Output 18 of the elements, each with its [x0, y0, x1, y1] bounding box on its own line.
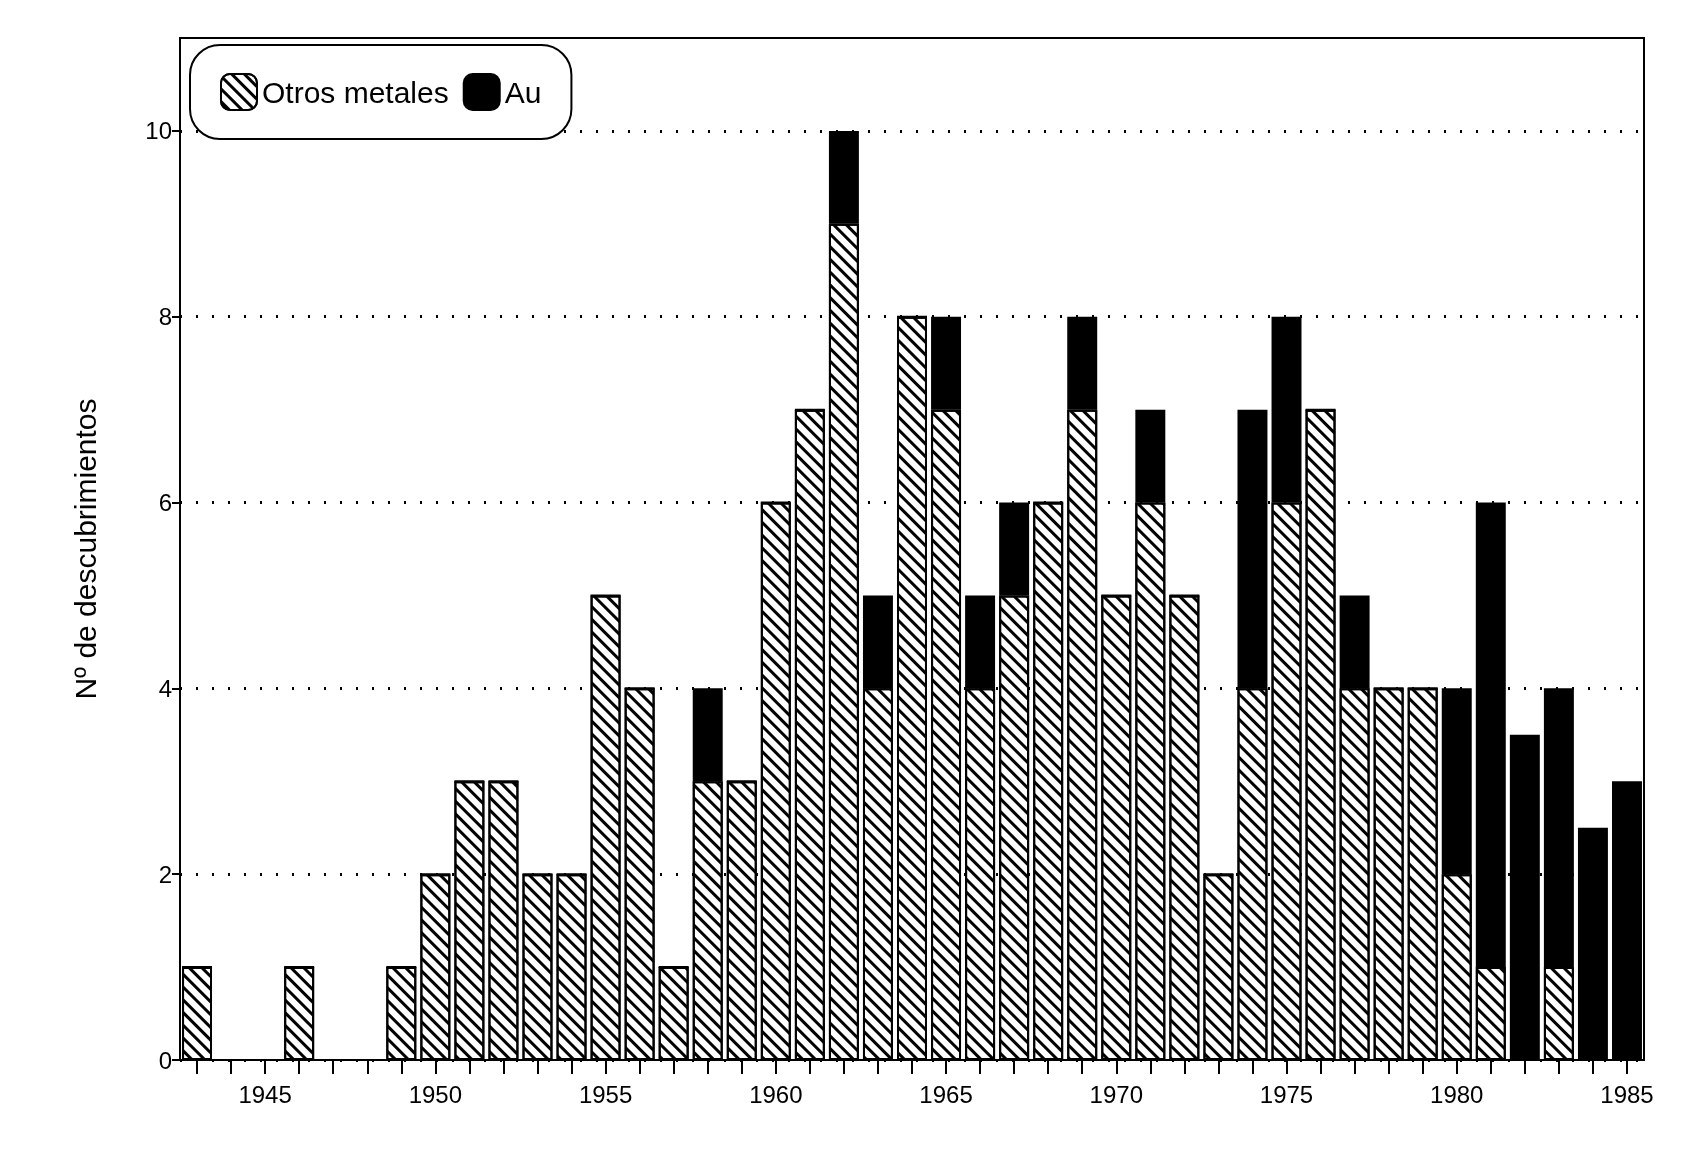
- legend-label: Otros metales: [262, 75, 449, 109]
- x-tick-label: 1970: [1089, 1080, 1143, 1108]
- x-tick-label: 1960: [749, 1080, 803, 1108]
- y-tick-label: 4: [158, 674, 172, 702]
- y-tick-label: 0: [158, 1046, 172, 1074]
- y-tick-label: 2: [158, 860, 172, 888]
- y-tick-label: 6: [158, 489, 172, 517]
- y-tick-label: 8: [158, 303, 172, 331]
- x-tick-label: 1945: [238, 1080, 292, 1108]
- y-axis-title: Nº de descubrimientos: [68, 398, 102, 700]
- x-tick-label: 1975: [1259, 1080, 1314, 1108]
- legend-label: Au: [504, 75, 542, 109]
- x-tick-label: 1980: [1430, 1080, 1484, 1108]
- x-tick-label: 1950: [408, 1080, 463, 1108]
- y-tick-label: 10: [145, 117, 172, 145]
- x-tick-label: 1985: [1600, 1080, 1654, 1108]
- x-tick-label: 1965: [919, 1080, 973, 1108]
- x-tick-label: 1955: [578, 1080, 633, 1108]
